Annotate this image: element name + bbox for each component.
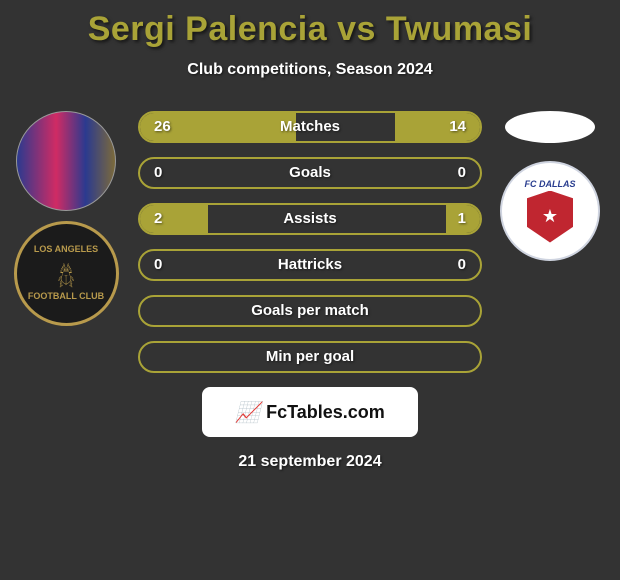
stat-value-right: 14 [449, 113, 466, 141]
stat-row: 26Matches14 [138, 111, 482, 143]
site-badge: 📈 FcTables.com [202, 387, 418, 437]
player1-avatar [16, 111, 116, 211]
lafc-logo-text-bottom: FOOTBALL CLUB [28, 292, 104, 302]
player2-avatar [505, 111, 595, 143]
lafc-logo-icon: 𓆣 [57, 257, 75, 290]
player1-side: LOS ANGELES 𓆣 FOOTBALL CLUB [6, 111, 126, 326]
stats-table: 26Matches140Goals02Assists10Hattricks0Go… [138, 111, 482, 373]
chart-icon: 📈 [235, 400, 260, 425]
page-subtitle: Club competitions, Season 2024 [0, 61, 620, 79]
stat-row: Min per goal [138, 341, 482, 373]
stat-row: Goals per match [138, 295, 482, 327]
stat-label: Goals [140, 159, 480, 187]
stat-label: Min per goal [140, 343, 480, 371]
player2-club-logo: FC DALLAS ★ [500, 161, 600, 261]
stat-value-right: 0 [458, 159, 466, 187]
page-title: Sergi Palencia vs Twumasi [0, 0, 620, 49]
stat-label: Hattricks [140, 251, 480, 279]
player2-side: FC DALLAS ★ [490, 111, 610, 261]
stat-label: Goals per match [140, 297, 480, 325]
stat-row: 2Assists1 [138, 203, 482, 235]
footer-date: 21 september 2024 [0, 453, 620, 471]
stat-row: 0Hattricks0 [138, 249, 482, 281]
fcdallas-logo-text: FC DALLAS [525, 180, 576, 189]
comparison-content: LOS ANGELES 𓆣 FOOTBALL CLUB FC DALLAS ★ … [0, 111, 620, 471]
player1-club-logo: LOS ANGELES 𓆣 FOOTBALL CLUB [14, 221, 119, 326]
fcdallas-shield-icon: ★ [527, 191, 573, 243]
stat-value-right: 0 [458, 251, 466, 279]
site-name: FcTables.com [266, 402, 385, 423]
lafc-logo-text-top: LOS ANGELES [34, 245, 98, 255]
stat-row: 0Goals0 [138, 157, 482, 189]
stat-label: Matches [140, 113, 480, 141]
stat-value-right: 1 [458, 205, 466, 233]
stat-label: Assists [140, 205, 480, 233]
